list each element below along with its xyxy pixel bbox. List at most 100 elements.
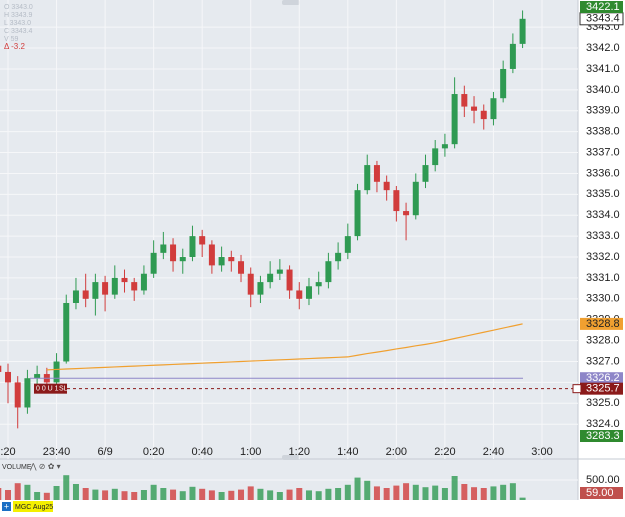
- volume-bar: [228, 490, 235, 500]
- x-tick-label: 3:00: [531, 446, 552, 458]
- price-axis: [578, 0, 625, 500]
- candle-body: [170, 244, 177, 262]
- top-badge: [580, 1, 623, 13]
- volume-bar: [82, 488, 89, 500]
- x-tick-label: 2:00: [386, 446, 407, 458]
- symbol-tab[interactable]: [13, 501, 53, 512]
- y-tick-label: 3332.0: [586, 251, 620, 263]
- volume-bar: [14, 483, 21, 500]
- moving-average: [46, 323, 523, 371]
- top-badge-label: 3422.1: [586, 1, 620, 13]
- volume-bar: [432, 485, 439, 500]
- ma-badge-label: 3328.8: [586, 318, 620, 330]
- y-tick-label: 3324.0: [586, 418, 620, 430]
- panel-handle[interactable]: [282, 0, 300, 5]
- volume-bar: [111, 488, 118, 500]
- candle-body: [403, 211, 410, 216]
- ohlc-row: H 3343.9: [4, 12, 33, 19]
- add-icon[interactable]: +: [4, 501, 9, 511]
- candle-body: [500, 68, 507, 99]
- order-qty: 0 0 U 1: [36, 386, 59, 393]
- bottom-badge-label: 3283.3: [586, 430, 620, 442]
- volume-bar: [63, 475, 70, 500]
- candle-body: [364, 165, 371, 191]
- candle-body: [441, 144, 448, 149]
- volume-bar: [480, 488, 487, 500]
- volume-bar: [24, 484, 31, 500]
- candle-body: [519, 18, 526, 44]
- y-tick-label: 3331.0: [586, 272, 620, 284]
- y-tick-label: 3330.0: [586, 293, 620, 305]
- volume-bar: [43, 492, 50, 500]
- volume-bar: [422, 487, 429, 500]
- ohlc-header: O 3343.0H 3343.9L 3343.0C 3343.4V 59Δ -3…: [4, 4, 33, 51]
- candle-body: [72, 290, 79, 303]
- candle-body: [286, 269, 293, 291]
- candle-body: [131, 282, 138, 291]
- candle-body: [228, 257, 235, 262]
- candle-body: [140, 273, 147, 291]
- candle-body: [247, 273, 254, 295]
- candle-body: [24, 378, 31, 408]
- panel-handle[interactable]: [282, 455, 300, 460]
- volume-bar: [461, 484, 468, 500]
- candle-body: [354, 190, 361, 237]
- x-tick-label: 2:20: [434, 446, 455, 458]
- y-tick-label: 3340.0: [586, 84, 620, 96]
- volume-bar: [160, 488, 167, 500]
- volume-bar: [500, 484, 507, 500]
- volume-bar: [344, 484, 351, 500]
- ohlc-row: O 3343.0: [4, 4, 33, 11]
- volume-bar: [5, 490, 11, 500]
- volume-bar: [179, 491, 186, 500]
- candle-body: [461, 94, 468, 107]
- y-tick-label: 3338.0: [586, 126, 620, 138]
- candle-body: [373, 165, 380, 182]
- volume-bar: [393, 485, 400, 500]
- y-tick-label: 3342.0: [586, 42, 620, 54]
- candle-body: [150, 252, 157, 274]
- y-tick-label: 3341.0: [586, 63, 620, 75]
- y-tick-label: 3339.0: [586, 105, 620, 117]
- candle-body: [509, 43, 516, 69]
- candle-body: [218, 257, 225, 266]
- volume-bar: [150, 484, 157, 500]
- cancel-order[interactable]: [572, 384, 582, 394]
- volume-bar: [208, 490, 215, 500]
- ohlc-row: L 3343.0: [4, 20, 31, 27]
- symbol-tab-label[interactable]: MGC Aug25: [15, 504, 53, 511]
- add-button[interactable]: [2, 502, 11, 511]
- volume-controls[interactable]: ⋀ ⊘ ✿ ▾: [29, 462, 61, 471]
- volume-bar: [412, 484, 419, 500]
- y-tick-label: 3343.0: [586, 21, 620, 33]
- y-tick-label: 3328.0: [586, 335, 620, 347]
- volume-bar: [471, 487, 478, 500]
- candle-body: [276, 269, 283, 274]
- candle-body: [34, 374, 41, 379]
- order-marker[interactable]: [34, 383, 67, 394]
- candle-body: [0, 365, 2, 372]
- volume-bar: [519, 497, 526, 500]
- y-tick-label: 500.00: [586, 474, 620, 486]
- volume-bar: [53, 486, 60, 500]
- x-tick-label: 0:40: [191, 446, 212, 458]
- volume-bar: [218, 492, 225, 500]
- volume-bar: [276, 492, 283, 500]
- volume-bar: [102, 490, 109, 500]
- candle-body: [451, 94, 458, 145]
- x-tick-label: 1:00: [240, 446, 261, 458]
- candle-body: [63, 302, 70, 362]
- candle-body: [296, 290, 303, 299]
- candle-body: [490, 98, 497, 120]
- x-tick-label: 1:40: [337, 446, 358, 458]
- ohlc-row: V 59: [4, 36, 19, 43]
- volume-bar: [72, 484, 79, 500]
- volume-bar: [131, 492, 138, 500]
- volume-bar: [296, 488, 303, 500]
- x-tick-label: 0:20: [143, 446, 164, 458]
- volume-bar: [383, 488, 390, 500]
- volume-bar: [354, 477, 361, 500]
- x-tick-label: 2:40: [483, 446, 504, 458]
- volume-bar: [403, 483, 410, 500]
